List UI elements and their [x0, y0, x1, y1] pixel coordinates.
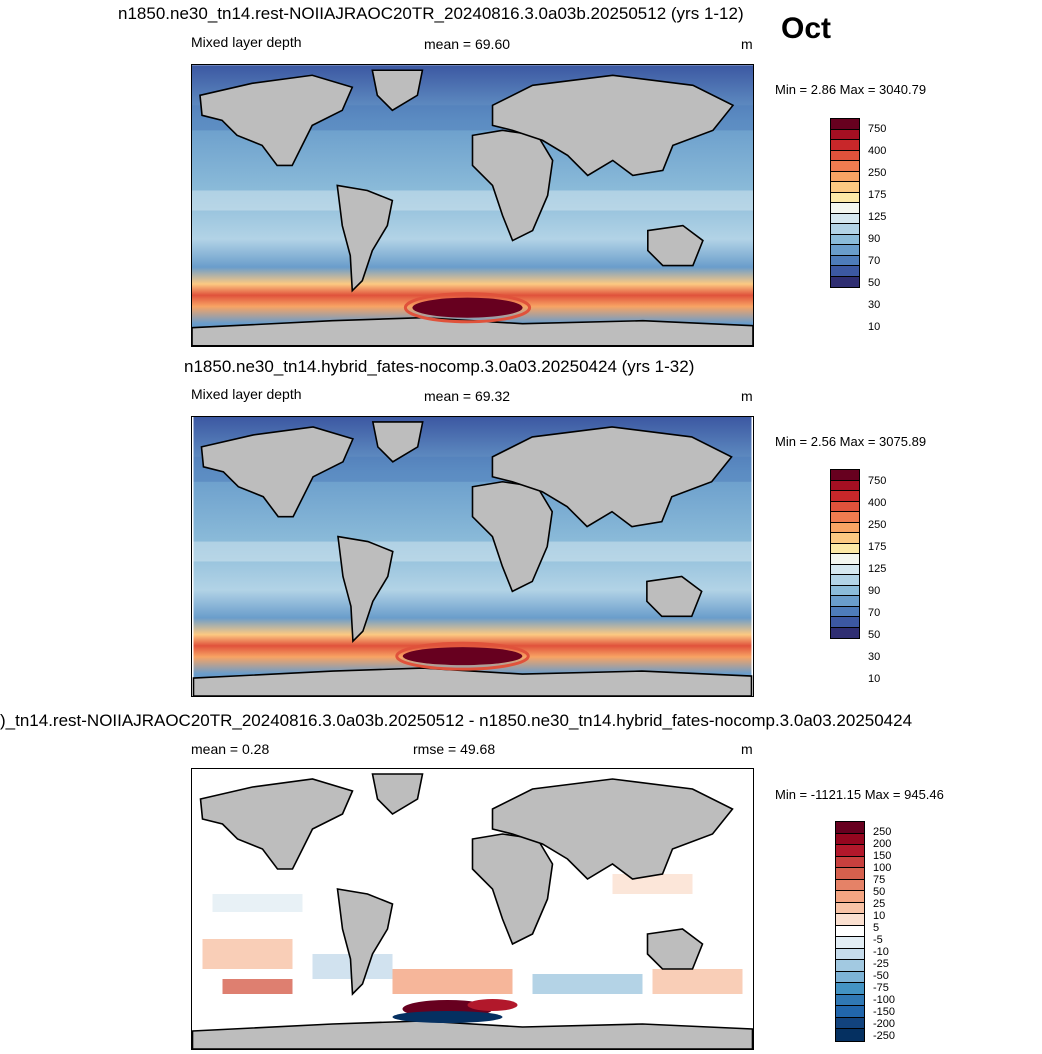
colorbar-tick: -10 [873, 946, 889, 958]
colorbar-tick: -50 [873, 970, 889, 982]
rmse-label: rmse = 49.68 [413, 741, 496, 757]
colorbar-tick: -150 [873, 1006, 896, 1018]
colorbar-tick: -200 [873, 1018, 896, 1030]
variable-label: Mixed layer depth [191, 386, 302, 402]
mean-label: mean = 0.28 [191, 741, 270, 757]
world-map [192, 417, 753, 696]
map-plot [191, 768, 754, 1050]
units-label: m [741, 36, 753, 52]
colorbar-tick: 10 [868, 321, 881, 333]
world-map [192, 769, 753, 1049]
variable-label: Mixed layer depth [191, 34, 302, 50]
units-label: m [741, 741, 753, 757]
colorbar-tick: 30 [868, 651, 881, 663]
colorbar-tick: 400 [868, 145, 887, 157]
colorbar-tick: 10 [873, 910, 886, 922]
colorbar [830, 469, 860, 639]
colorbar-tick: 90 [868, 233, 881, 245]
colorbar-tick: 750 [868, 475, 887, 487]
min-max-label: Min = 2.56 Max = 3075.89 [775, 434, 927, 449]
colorbar-tick: 175 [868, 541, 887, 553]
map-plot [191, 416, 754, 697]
colorbar [835, 821, 865, 1042]
colorbar-tick: 30 [868, 299, 881, 311]
colorbar-tick: -100 [873, 994, 896, 1006]
colorbar-tick: 50 [868, 629, 881, 641]
mean-label: mean = 69.32 [424, 388, 511, 404]
min-max-label: Min = 2.86 Max = 3040.79 [775, 82, 927, 97]
mean-label: mean = 69.60 [424, 36, 511, 52]
panel-title: n1850.ne30_tn14.rest-NOIIAJRAOC20TR_2024… [118, 4, 744, 23]
colorbar-tick: 100 [873, 862, 892, 874]
colorbar-tick: -5 [873, 934, 883, 946]
colorbar-tick: 10 [868, 673, 881, 685]
colorbar [830, 118, 860, 288]
units-label: m [741, 388, 753, 404]
colorbar-tick: 5 [873, 922, 880, 934]
colorbar-tick: 150 [873, 850, 892, 862]
colorbar-tick: 200 [873, 838, 892, 850]
map-plot [191, 64, 754, 347]
colorbar-tick: 175 [868, 189, 887, 201]
colorbar-tick: 90 [868, 585, 881, 597]
panel-title: )_tn14.rest-NOIIAJRAOC20TR_20240816.3.0a… [0, 711, 913, 730]
colorbar-tick: 70 [868, 607, 881, 619]
colorbar-tick: -250 [873, 1030, 896, 1042]
panel-title: n1850.ne30_tn14.hybrid_fates-nocomp.3.0a… [184, 357, 695, 376]
colorbar-tick: 250 [868, 167, 887, 179]
colorbar-tick: 125 [868, 563, 887, 575]
colorbar-tick: 125 [868, 211, 887, 223]
month-label: Oct [781, 12, 832, 45]
colorbar-tick: 400 [868, 497, 887, 509]
colorbar-tick: 25 [873, 898, 886, 910]
colorbar-tick: 250 [868, 519, 887, 531]
colorbar-tick: 750 [868, 123, 887, 135]
colorbar-tick: 250 [873, 826, 892, 838]
colorbar-tick: 50 [873, 886, 886, 898]
colorbar-tick: 70 [868, 255, 881, 267]
world-map [192, 65, 753, 346]
colorbar-tick: -75 [873, 982, 889, 994]
colorbar-tick: -25 [873, 958, 889, 970]
colorbar-tick: 50 [868, 277, 881, 289]
colorbar-tick: 75 [873, 874, 886, 886]
min-max-label: Min = -1121.15 Max = 945.46 [775, 787, 944, 802]
